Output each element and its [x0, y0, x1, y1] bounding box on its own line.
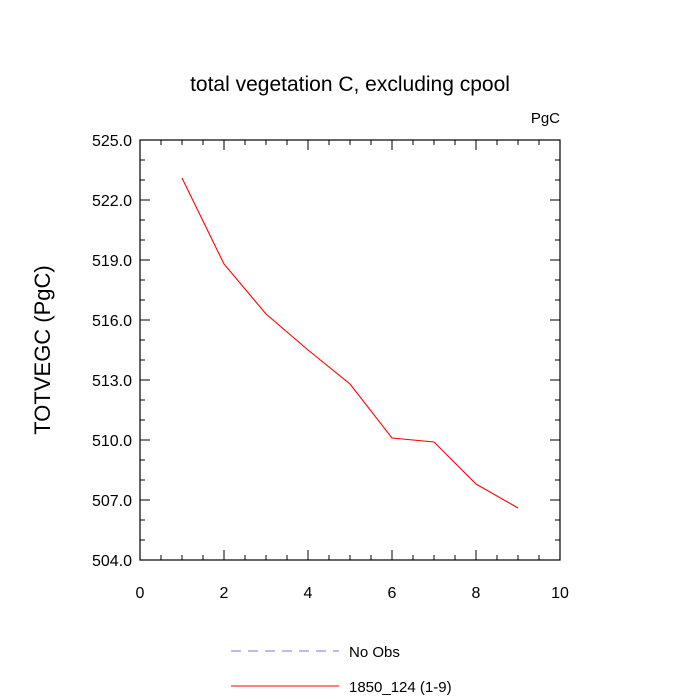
x-tick-label: 8: [472, 585, 481, 602]
series-line-1: [181, 177, 519, 509]
y-axis-label: TOTVEGC (PgC): [30, 265, 55, 435]
plot-frame: [139, 139, 561, 561]
axis-ticks: 0 2 4 6 8 10 504.0 507.0 510.0 513.0 516.0 519.0 522…: [92, 133, 569, 602]
units-label: PgC: [531, 110, 560, 127]
y-tick-label: 525.0: [92, 133, 132, 150]
x-tick-label: 6: [388, 585, 397, 602]
legend: No Obs 1850_124 (1-9): [231, 644, 452, 696]
y-tick-label: 522.0: [92, 193, 132, 210]
y-tick-label: 504.0: [92, 553, 132, 570]
y-tick-label: 516.0: [92, 313, 132, 330]
legend-label: 1850_124 (1-9): [349, 679, 452, 696]
x-tick-label: 2: [220, 585, 229, 602]
x-tick-label: 0: [136, 585, 145, 602]
y-tick-label: 519.0: [92, 253, 132, 270]
x-tick-label: 4: [304, 585, 313, 602]
y-tick-label: 507.0: [92, 493, 132, 510]
x-tick-label: 10: [551, 585, 569, 602]
y-tick-label: 510.0: [92, 433, 132, 450]
y-tick-label: 513.0: [92, 373, 132, 390]
plot-border: [139, 139, 561, 561]
series-lines: [181, 177, 519, 509]
chart-title: total vegetation C, excluding cpool: [190, 73, 510, 96]
legend-label: No Obs: [349, 644, 400, 661]
